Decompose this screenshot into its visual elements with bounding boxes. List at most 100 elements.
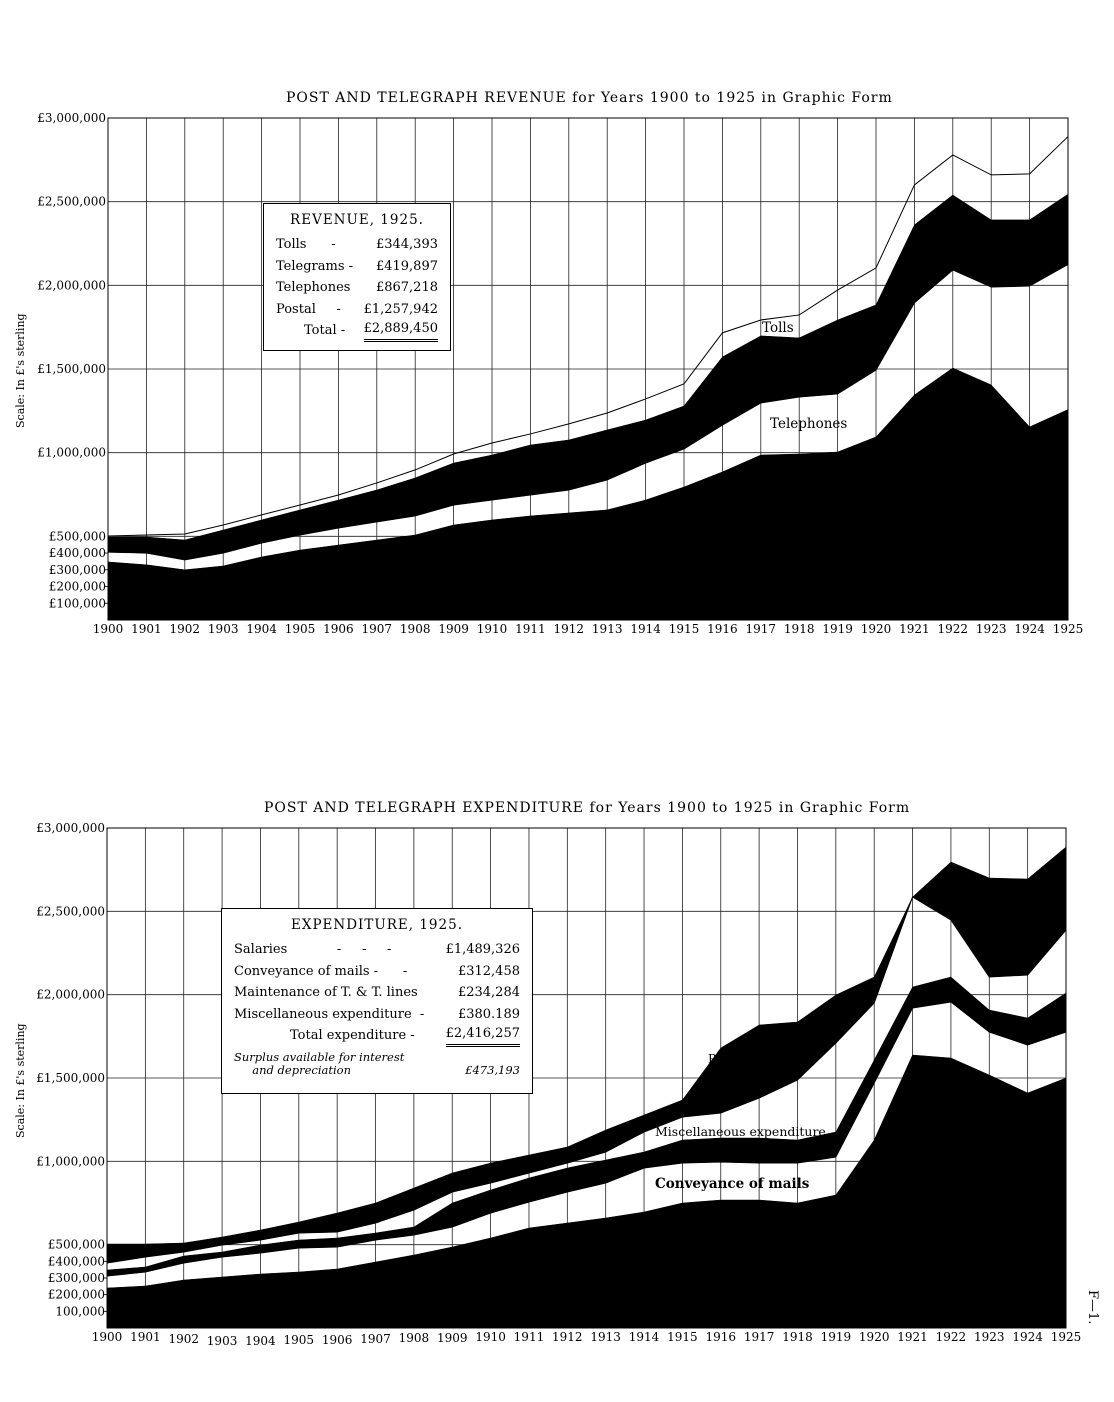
expenditure-x-tick-label: 1925 <box>1051 1330 1082 1344</box>
legend-dash: - <box>348 258 354 274</box>
legend-label: Postal <box>276 301 316 317</box>
expenditure-x-tick-label: 1920 <box>859 1330 890 1344</box>
revenue-x-tick-label: 1900 <box>93 622 124 636</box>
revenue-x-tick-label: 1906 <box>323 622 354 636</box>
legend-row: Conveyance of mails - - £312,458 <box>222 961 532 983</box>
legend-row: Telephones £867,218 <box>264 277 450 299</box>
legend-amount: £380.189 <box>457 1006 520 1022</box>
expenditure-x-tick-label: 1917 <box>744 1330 775 1344</box>
expenditure-legend: EXPENDITURE, 1925. Salaries - - - £1,489,… <box>221 908 533 1094</box>
expenditure-x-tick-label: 1919 <box>821 1330 852 1344</box>
revenue-y-tick-label: £200,000 <box>49 580 106 594</box>
legend-total-label: Total expenditure - <box>290 1028 415 1043</box>
revenue-x-tick-label: 1908 <box>400 622 431 636</box>
expenditure-x-tick-label: 1904 <box>245 1334 276 1348</box>
revenue-plot-frame <box>107 117 1069 621</box>
legend-amount: £1,257,942 <box>363 301 438 317</box>
legend-label: Telegrams <box>276 258 345 274</box>
legend-amount: £234,284 <box>457 985 520 1000</box>
expenditure-y-tick-label: £1,000,000 <box>36 1154 105 1168</box>
legend-label: Salaries <box>234 942 288 957</box>
expenditure-x-tick-label: 1907 <box>360 1332 391 1346</box>
expenditure-y-tick-label: £500,000 <box>48 1238 105 1252</box>
legend-row: Maintenance of T. & T. lines £234,284 <box>222 982 532 1004</box>
legend-amount: £867,218 <box>375 280 438 295</box>
revenue-band-postal <box>107 367 1069 621</box>
legend-row: Postal - £1,257,942 <box>264 299 450 321</box>
revenue-chart-title: POST AND TELEGRAPH REVENUE for Years 190… <box>286 90 893 106</box>
revenue-y-tick-label: £1,500,000 <box>37 362 106 376</box>
page-mark: F—1. <box>1085 1290 1100 1325</box>
revenue-y-tick-label: £1,000,000 <box>37 446 106 460</box>
legend-surplus-row: Surplus available for interest and depre… <box>222 1049 532 1077</box>
legend-dash: - - - <box>336 942 392 957</box>
expenditure-x-tick-label: 1922 <box>936 1330 967 1344</box>
annotation-miscellaneous: Miscellaneous expenditure <box>655 1124 826 1139</box>
legend-amount: £419,897 <box>375 258 438 274</box>
revenue-x-tick-label: 1902 <box>170 622 201 636</box>
expenditure-y-tick-label: £3,000,000 <box>36 821 105 835</box>
expenditure-x-tick-label: 1902 <box>168 1332 199 1346</box>
revenue-y-tick-label: £300,000 <box>49 563 106 577</box>
legend-total-row: Total - £2,889,450 <box>264 320 450 342</box>
expenditure-x-tick-label: 1916 <box>705 1330 736 1344</box>
annotation-p: P <box>708 1052 717 1066</box>
expenditure-y-tick-label: £200,000 <box>48 1288 105 1302</box>
expenditure-x-tick-label: 1921 <box>897 1330 928 1344</box>
revenue-y-tick-label: £2,000,000 <box>37 278 106 292</box>
revenue-x-tick-label: 1922 <box>938 622 969 636</box>
revenue-x-tick-label: 1903 <box>208 622 239 636</box>
legend-label: Telephones <box>276 280 351 295</box>
legend-amount: £1,489,326 <box>445 942 520 957</box>
expenditure-y-tick-label: £1,500,000 <box>36 1071 105 1085</box>
revenue-x-tick-label: 1913 <box>592 622 623 636</box>
legend-row: Tolls - £344,393 <box>264 234 450 256</box>
legend-total-amount: £2,889,450 <box>363 320 438 342</box>
legend-amount: £344,393 <box>375 237 438 252</box>
revenue-x-tick-label: 1911 <box>515 622 546 636</box>
expenditure-x-tick-label: 1909 <box>437 1331 468 1345</box>
expenditure-x-tick-label: 1900 <box>92 1330 123 1344</box>
legend-label: Tolls <box>276 237 307 252</box>
legend-dash: - <box>331 237 336 252</box>
expenditure-y-tick-label: £2,000,000 <box>36 988 105 1002</box>
revenue-x-tick-label: 1905 <box>285 622 316 636</box>
revenue-x-tick-label: 1910 <box>477 622 508 636</box>
expenditure-y-tick-label: £2,500,000 <box>36 904 105 918</box>
expenditure-x-tick-label: 1913 <box>590 1330 621 1344</box>
expenditure-chart-title: POST AND TELEGRAPH EXPENDITURE for Years… <box>264 800 911 816</box>
legend-title: REVENUE, 1925. <box>290 212 424 228</box>
revenue-x-tick-label: 1924 <box>1014 622 1045 636</box>
legend-row: Salaries - - - £1,489,326 <box>222 939 532 961</box>
expenditure-x-tick-label: 1901 <box>130 1330 161 1344</box>
legend-surplus-label: Surplus available for interest <box>234 1049 405 1064</box>
legend-label: Conveyance of mails - <box>234 963 379 979</box>
legend-row: Telegrams - £419,897 <box>264 256 450 278</box>
expenditure-x-tick-label: 1903 <box>207 1334 238 1348</box>
legend-total-row: Total expenditure - £2,416,257 <box>222 1025 532 1047</box>
revenue-x-tick-label: 1925 <box>1053 622 1084 636</box>
expenditure-x-tick-label: 1912 <box>552 1330 583 1344</box>
revenue-y-tick-label: £2,500,000 <box>37 195 106 209</box>
legend-total-amount: £2,416,257 <box>445 1025 520 1047</box>
revenue-y-tick-label: £400,000 <box>49 546 106 560</box>
legend-dash: - <box>336 301 341 317</box>
expenditure-x-tick-label: 1906 <box>322 1333 353 1347</box>
expenditure-y-tick-label: £300,000 <box>48 1271 105 1285</box>
revenue-x-tick-label: 1901 <box>131 622 162 636</box>
expenditure-band-salaries <box>106 1054 1067 1329</box>
expenditure-y-axis-label: Scale: In £'s sterling <box>14 1023 27 1138</box>
expenditure-x-tick-label: 1924 <box>1012 1330 1043 1344</box>
revenue-x-tick-label: 1909 <box>438 622 469 636</box>
revenue-y-axis-label: Scale: In £'s sterling <box>14 313 27 428</box>
revenue-x-tick-label: 1904 <box>246 622 277 636</box>
legend-dash: - <box>419 1006 425 1022</box>
revenue-x-tick-label: 1918 <box>784 622 815 636</box>
expenditure-y-tick-label: 100,000 <box>55 1304 105 1318</box>
legend-surplus-amount: £473,193 <box>465 1062 520 1077</box>
expenditure-x-tick-label: 1915 <box>667 1330 698 1344</box>
revenue-x-tick-label: 1917 <box>746 622 777 636</box>
legend-row: Miscellaneous expenditure - £380.189 <box>222 1004 532 1026</box>
annotation-conveyance: Conveyance of mails <box>655 1176 810 1192</box>
